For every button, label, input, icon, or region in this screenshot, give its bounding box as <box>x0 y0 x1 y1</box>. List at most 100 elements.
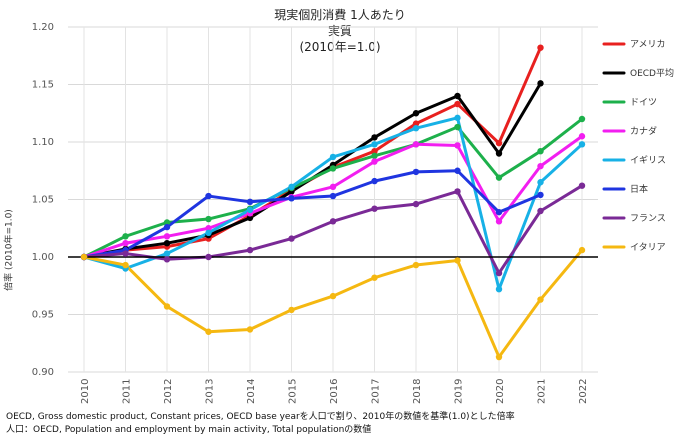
data-point <box>246 206 254 214</box>
data-point <box>371 274 378 281</box>
y-tick-label: 1.20 <box>32 22 54 33</box>
data-point <box>412 110 420 117</box>
data-point <box>412 168 420 176</box>
data-point <box>495 286 503 293</box>
source-note-2: 人口：OECD, Population and employment by ma… <box>6 425 372 435</box>
data-point <box>454 142 461 149</box>
data-point <box>371 134 378 141</box>
x-tick-label: 2018 <box>412 379 423 404</box>
data-point <box>578 182 586 189</box>
x-tick-label: 2019 <box>454 379 465 404</box>
data-point <box>122 233 129 240</box>
data-point <box>163 256 171 263</box>
data-point <box>412 261 420 269</box>
data-point <box>288 183 295 191</box>
x-tick-label: 2015 <box>288 379 299 404</box>
data-point <box>495 150 503 157</box>
data-point <box>246 214 254 222</box>
data-point <box>371 158 378 165</box>
data-point <box>412 120 420 127</box>
data-point <box>537 162 544 170</box>
x-tick-label: 2016 <box>329 379 340 404</box>
x-tick-label: 2010 <box>80 379 91 404</box>
data-point <box>246 326 254 333</box>
data-point <box>371 148 378 155</box>
x-tick-label: 2011 <box>122 379 133 404</box>
data-point <box>329 153 337 161</box>
data-point <box>578 133 586 140</box>
x-tick-label: 2020 <box>495 379 506 404</box>
data-point <box>495 139 503 147</box>
x-tick-label: 2022 <box>578 379 589 404</box>
data-point <box>205 253 212 261</box>
chart-subtitle-base: (2010年=1.0) <box>299 40 381 54</box>
legend-label: フランス <box>630 213 666 224</box>
data-point <box>537 80 544 87</box>
data-point <box>454 114 461 122</box>
y-tick-label: 1.00 <box>32 252 54 263</box>
data-point <box>537 191 544 199</box>
data-point <box>495 208 503 216</box>
data-point <box>412 141 420 148</box>
y-tick-label: 1.10 <box>32 137 54 148</box>
legend-label: カナダ <box>630 125 657 137</box>
data-point <box>205 192 212 200</box>
legend-label: ドイツ <box>630 98 657 108</box>
chart-title: 現実個別消費 1人あたり <box>274 8 406 22</box>
source-note-1: OECD, Gross domestic product, Constant p… <box>6 412 515 422</box>
data-point <box>495 174 503 181</box>
legend-label: 日本 <box>630 183 648 195</box>
data-point <box>537 296 544 303</box>
x-tick-label: 2017 <box>371 379 382 404</box>
data-point <box>288 195 295 202</box>
data-point <box>163 233 171 240</box>
y-tick-label: 0.90 <box>32 367 54 378</box>
data-point <box>578 246 586 254</box>
data-point <box>163 303 171 310</box>
data-point <box>246 198 254 205</box>
data-point <box>80 253 88 261</box>
data-point <box>537 207 544 215</box>
data-point <box>454 123 461 131</box>
legend-label: イギリス <box>630 155 666 166</box>
legend-label: イタリア <box>630 242 666 253</box>
data-point <box>205 215 212 223</box>
data-point <box>454 92 461 100</box>
data-point <box>412 200 420 208</box>
data-point <box>122 250 129 257</box>
y-tick-label: 0.95 <box>32 310 54 321</box>
data-point <box>495 353 503 361</box>
data-point <box>454 167 461 174</box>
data-point <box>454 100 461 108</box>
data-point <box>329 192 337 200</box>
data-point <box>122 240 129 247</box>
y-tick-label: 1.15 <box>32 80 54 91</box>
data-point <box>122 261 129 269</box>
data-point <box>163 223 171 231</box>
data-point <box>163 250 171 257</box>
data-point <box>578 141 586 148</box>
data-point <box>454 188 461 195</box>
data-point <box>371 141 378 148</box>
data-point <box>371 205 378 212</box>
data-point <box>412 125 420 132</box>
series-line <box>82 169 542 259</box>
data-point <box>454 257 461 264</box>
legend-label: アメリカ <box>630 39 666 50</box>
data-point <box>288 306 295 314</box>
x-tick-label: 2021 <box>537 379 548 404</box>
legend-label: OECD平均 <box>630 67 674 79</box>
data-point <box>205 225 212 232</box>
data-point <box>329 292 337 300</box>
x-tick-label: 2014 <box>246 379 257 404</box>
data-point <box>288 235 295 242</box>
data-point <box>495 218 503 225</box>
data-point <box>205 229 212 237</box>
x-tick-label: 2012 <box>163 379 174 404</box>
data-point <box>371 177 378 185</box>
series-line <box>82 46 542 259</box>
data-point <box>537 44 544 51</box>
data-point <box>537 148 544 155</box>
y-tick-label: 1.05 <box>32 195 54 206</box>
